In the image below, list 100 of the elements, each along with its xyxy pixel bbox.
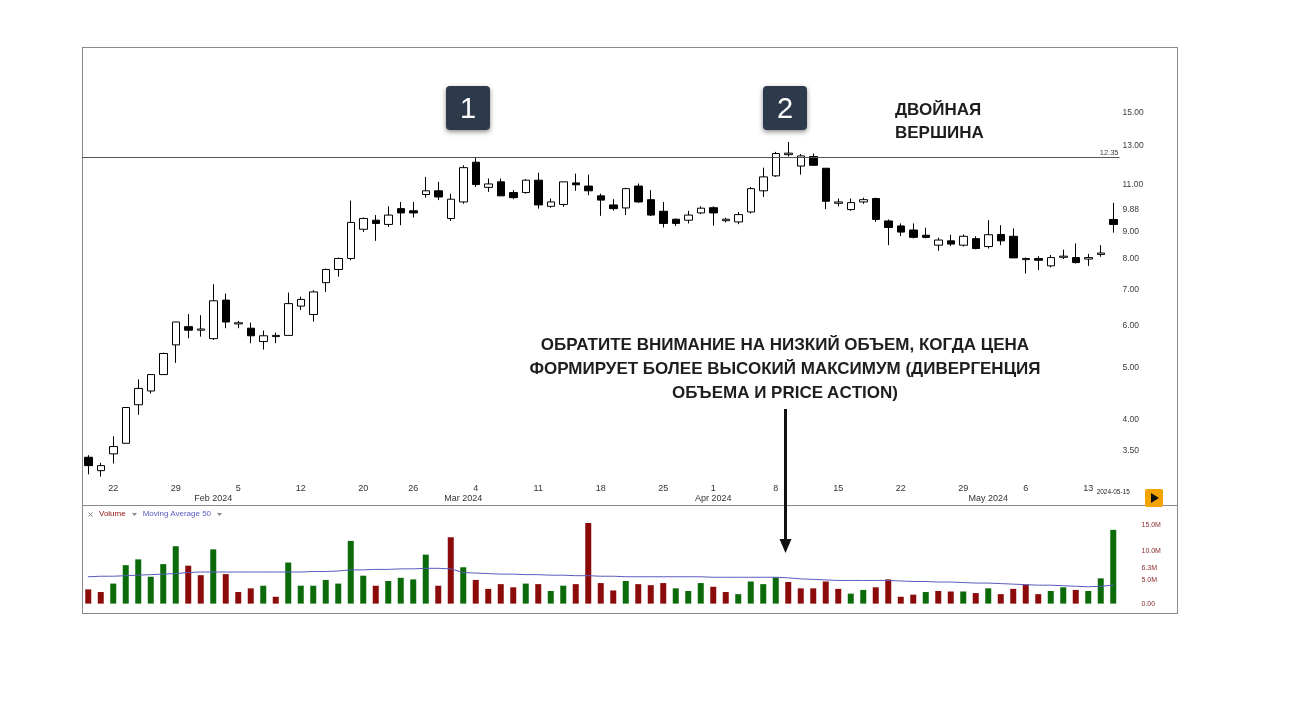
y-tick-label: 4.00 <box>1122 413 1140 424</box>
bar <box>722 592 729 604</box>
candlestick <box>372 214 380 242</box>
bar <box>522 583 529 604</box>
candlestick <box>397 201 405 226</box>
annotation: ОБРАТИТЕ ВНИМАНИЕ НА НИЗКИЙ ОБЪЕМ, КОГДА ЦЕНА ФОРМИРУЕТ БОЛЕЕ ВЫСОКИЙ МАКСИМУМ (ДИВЕРГЕНЦИЯ ОБЪЕМА И PRICE ACTION) <box>528 334 1042 404</box>
bar <box>235 592 242 604</box>
x-tick-label: Mar 2024 <box>444 493 483 503</box>
bar <box>285 562 292 604</box>
text: Moving Average 50 <box>142 509 212 519</box>
candlestick <box>597 193 605 217</box>
candlestick <box>1022 257 1030 274</box>
candlestick <box>384 205 393 228</box>
candlestick <box>434 181 443 201</box>
bar <box>197 575 204 604</box>
bar <box>635 584 642 604</box>
candlestick <box>547 198 555 209</box>
candlestick <box>409 201 418 218</box>
bar <box>772 577 779 604</box>
bar <box>410 579 417 604</box>
candlestick <box>509 189 518 200</box>
x-tick-label: 12 <box>295 483 306 493</box>
candlestick <box>584 174 593 196</box>
bar <box>835 588 842 604</box>
y-tick-label: 6.00 <box>1122 319 1140 330</box>
candlestick <box>447 193 455 222</box>
bar <box>1047 590 1054 604</box>
candlestick <box>422 176 430 199</box>
candlestick <box>909 222 918 239</box>
candlestick <box>722 217 730 223</box>
candlestick <box>872 197 880 223</box>
x-tick-label: 6 <box>1023 483 1029 493</box>
bar <box>697 583 704 604</box>
x-tick-label: 29 <box>170 483 181 493</box>
candlestick <box>1084 253 1093 267</box>
candlestick <box>1034 255 1043 271</box>
bar <box>847 593 854 604</box>
candlestick <box>97 462 105 478</box>
candlestick <box>922 227 930 239</box>
bar <box>672 588 679 604</box>
candlestick <box>559 181 568 208</box>
bar <box>460 567 467 604</box>
bar <box>185 565 192 604</box>
bar <box>360 575 367 604</box>
bar <box>347 540 354 604</box>
bar <box>435 585 442 604</box>
candlestick <box>984 219 993 250</box>
bar <box>935 590 942 604</box>
candlestick <box>647 189 655 217</box>
candlestick <box>247 322 255 344</box>
bar <box>1072 589 1079 604</box>
candlestick <box>534 172 543 210</box>
bar <box>910 594 917 604</box>
candlestick <box>959 233 968 248</box>
bar <box>572 584 579 604</box>
candlestick <box>272 332 280 344</box>
bar <box>810 588 817 604</box>
bar <box>597 583 604 604</box>
candlestick <box>684 210 693 224</box>
candlestick <box>747 186 755 215</box>
y-tick-label: 13.00 <box>1122 140 1145 151</box>
candlestick <box>572 173 580 192</box>
candlestick <box>1072 243 1080 264</box>
bar <box>1097 578 1104 604</box>
candlestick <box>822 167 830 210</box>
annotation: ДВОЙНАЯ ВЕРШИНА <box>895 99 985 144</box>
bar <box>97 592 104 604</box>
bar <box>397 577 404 604</box>
bar <box>247 588 254 604</box>
bar <box>535 584 542 604</box>
candlestick <box>159 352 168 376</box>
bar <box>960 591 967 604</box>
candlestick <box>134 378 143 416</box>
y-tick-label: 15.00 <box>1122 106 1145 117</box>
bar <box>272 596 279 604</box>
bar <box>760 584 767 604</box>
bar <box>747 581 754 604</box>
y-tick-label: 9.00 <box>1122 225 1140 236</box>
candlestick <box>322 268 330 293</box>
bar <box>822 581 829 604</box>
x-tick-label: 15 <box>833 483 844 493</box>
badge: 2 <box>763 86 807 130</box>
x-tick-label: 4 <box>473 483 479 493</box>
bar <box>685 590 692 604</box>
x-tick-label: 20 <box>358 483 369 493</box>
bar <box>560 585 567 604</box>
bar <box>322 579 329 604</box>
x-tick-label: 29 <box>958 483 969 493</box>
annotation: 2 <box>776 92 794 124</box>
candlestick <box>284 292 293 336</box>
bar <box>147 576 154 604</box>
bar <box>472 579 479 604</box>
candlestick <box>734 211 743 225</box>
x-tick-label: 8 <box>773 483 779 493</box>
candlestick <box>1109 202 1118 234</box>
bar <box>485 588 492 604</box>
x-tick-label: 5 <box>235 483 241 493</box>
candlestick <box>797 153 805 176</box>
candlestick <box>497 178 505 197</box>
bar <box>222 574 229 604</box>
